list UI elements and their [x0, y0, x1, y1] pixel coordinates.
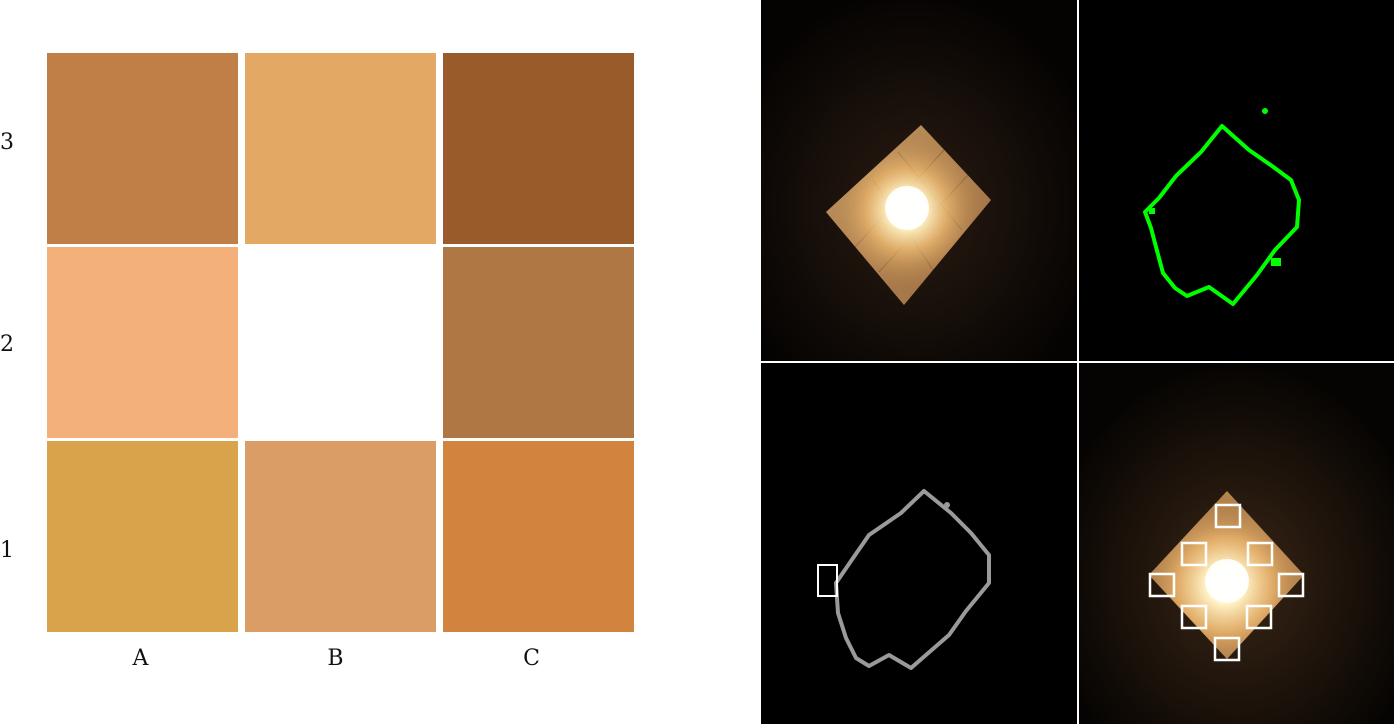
col-label-C: C	[523, 646, 540, 671]
gray-contour-panel	[761, 363, 1077, 724]
photo-panel	[761, 0, 1077, 361]
col-label-A: A	[132, 646, 149, 671]
swatch-B1	[245, 441, 436, 632]
swatch-C3	[443, 53, 634, 244]
color-grid-chart: 3 2 1 A B C	[0, 53, 634, 671]
swatch-C2	[443, 247, 634, 438]
green-contour-panel	[1079, 0, 1394, 361]
swatch-A2	[47, 247, 238, 438]
sample-boxes-panel	[1079, 363, 1394, 724]
swatch-A1	[47, 441, 238, 632]
row-label-2: 2	[0, 332, 14, 357]
swatch-A3	[47, 53, 238, 244]
col-label-B: B	[327, 646, 344, 671]
row-label-3: 3	[0, 130, 14, 155]
row-label-1: 1	[0, 538, 14, 563]
swatch-C1	[443, 441, 634, 632]
processing-panels	[761, 0, 1394, 725]
swatch-B3	[245, 53, 436, 244]
swatch-B2	[245, 247, 436, 438]
